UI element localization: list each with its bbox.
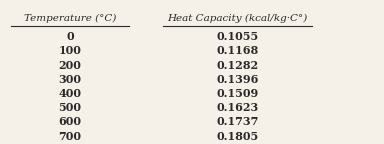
Text: 700: 700: [58, 130, 81, 142]
Text: 200: 200: [59, 59, 81, 71]
Text: Temperature (°C): Temperature (°C): [24, 14, 116, 23]
Text: Heat Capacity (kcal/kg·C°): Heat Capacity (kcal/kg·C°): [168, 14, 308, 23]
Text: 400: 400: [58, 88, 81, 99]
Text: 100: 100: [59, 45, 81, 56]
Text: 0: 0: [66, 31, 74, 42]
Text: 0.1396: 0.1396: [217, 74, 259, 85]
Text: 500: 500: [58, 102, 81, 113]
Text: 0.1737: 0.1737: [217, 116, 259, 127]
Text: 0.1055: 0.1055: [217, 31, 259, 42]
Text: 0.1168: 0.1168: [217, 45, 259, 56]
Text: 0.1509: 0.1509: [217, 88, 259, 99]
Text: 0.1623: 0.1623: [217, 102, 259, 113]
Text: 600: 600: [58, 116, 81, 127]
Text: 300: 300: [58, 74, 81, 85]
Text: 0.1282: 0.1282: [217, 59, 259, 71]
Text: 0.1805: 0.1805: [217, 130, 259, 142]
